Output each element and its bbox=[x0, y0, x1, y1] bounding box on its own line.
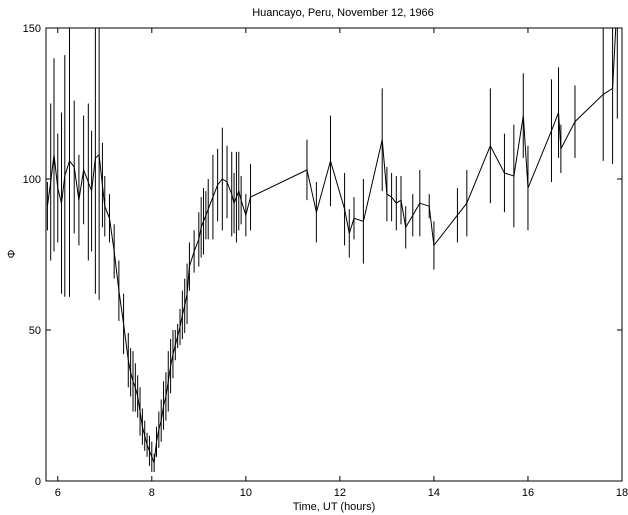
y-axis-label: Φ bbox=[6, 249, 18, 258]
x-tick-label: 10 bbox=[240, 487, 252, 499]
x-tick-label: 6 bbox=[55, 487, 61, 499]
series-line bbox=[46, 28, 617, 464]
plot-area bbox=[45, 27, 623, 482]
x-tick-label: 12 bbox=[334, 487, 346, 499]
x-tick-label: 18 bbox=[616, 487, 628, 499]
x-axis-label: Time, UT (hours) bbox=[293, 501, 376, 513]
y-axis: 0 50 100 150 bbox=[23, 23, 622, 488]
x-tick-label: 8 bbox=[149, 487, 155, 499]
x-tick-label: 14 bbox=[428, 487, 440, 499]
y-tick-label: 100 bbox=[23, 174, 41, 186]
chart-title: Huancayo, Peru, November 12, 1966 bbox=[252, 7, 434, 19]
y-tick-label: 150 bbox=[23, 23, 41, 35]
error-bars bbox=[46, 28, 618, 472]
series-group bbox=[46, 28, 617, 464]
x-axis: 6 8 10 12 14 16 18 bbox=[55, 28, 628, 499]
x-tick-label: 16 bbox=[522, 487, 534, 499]
y-tick-label: 50 bbox=[29, 325, 41, 337]
y-tick-label: 0 bbox=[35, 476, 41, 488]
